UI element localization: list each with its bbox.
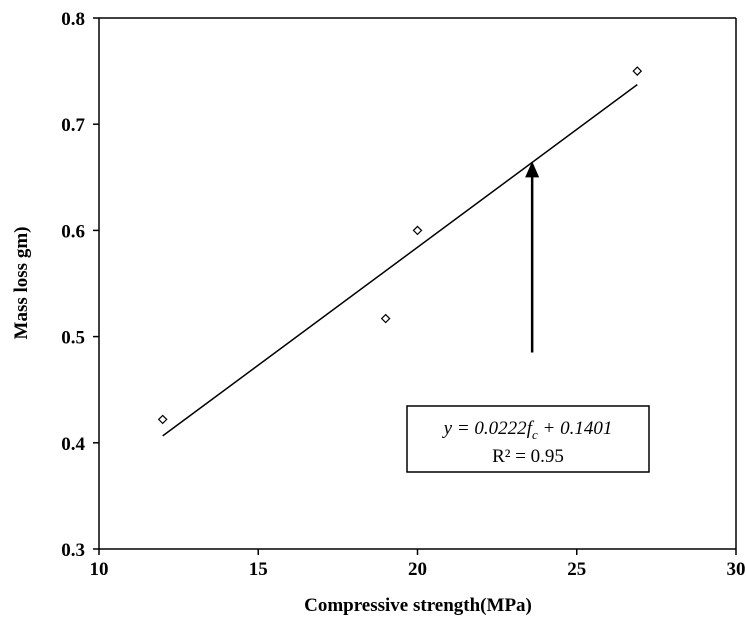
x-tick-label: 20 bbox=[408, 559, 427, 580]
equation-box: y = 0.0222fc + 0.1401 R² = 0.95 bbox=[406, 405, 650, 473]
data-point-diamond bbox=[412, 225, 423, 236]
y-tick-label: 0.3 bbox=[61, 540, 85, 561]
x-tick-label: 25 bbox=[567, 559, 586, 580]
r-squared-text: R² = 0.95 bbox=[492, 446, 564, 467]
x-axis-title: Compressive strength(MPa) bbox=[304, 595, 532, 616]
data-point-diamond bbox=[157, 414, 168, 425]
x-tick-label: 10 bbox=[90, 559, 109, 580]
y-tick-label: 0.4 bbox=[61, 434, 85, 455]
data-point-diamond bbox=[632, 66, 643, 76]
plot-area bbox=[98, 17, 737, 550]
y-axis-ticks: 0.3 0.4 0.5 0.6 0.7 0.8 bbox=[61, 9, 99, 561]
x-axis-ticks: 10 15 20 25 30 bbox=[90, 549, 746, 580]
y-axis-title: Mass loss gm) bbox=[11, 227, 32, 340]
linear-trendline bbox=[162, 84, 638, 437]
arrow-head bbox=[525, 161, 540, 178]
trendline-group bbox=[162, 84, 638, 437]
y-tick-label: 0.6 bbox=[61, 221, 85, 242]
annotation-arrow bbox=[525, 161, 540, 353]
data-point-diamond bbox=[380, 313, 391, 324]
x-tick-label: 15 bbox=[249, 559, 268, 580]
y-tick-label: 0.5 bbox=[61, 328, 85, 349]
equation-box-frame bbox=[406, 405, 650, 473]
x-tick-label: 30 bbox=[727, 559, 746, 580]
y-tick-label: 0.7 bbox=[61, 115, 85, 136]
data-points bbox=[157, 66, 643, 425]
y-tick-label: 0.8 bbox=[61, 9, 85, 30]
equation-text: y = 0.0222fc + 0.1401 bbox=[442, 418, 613, 442]
